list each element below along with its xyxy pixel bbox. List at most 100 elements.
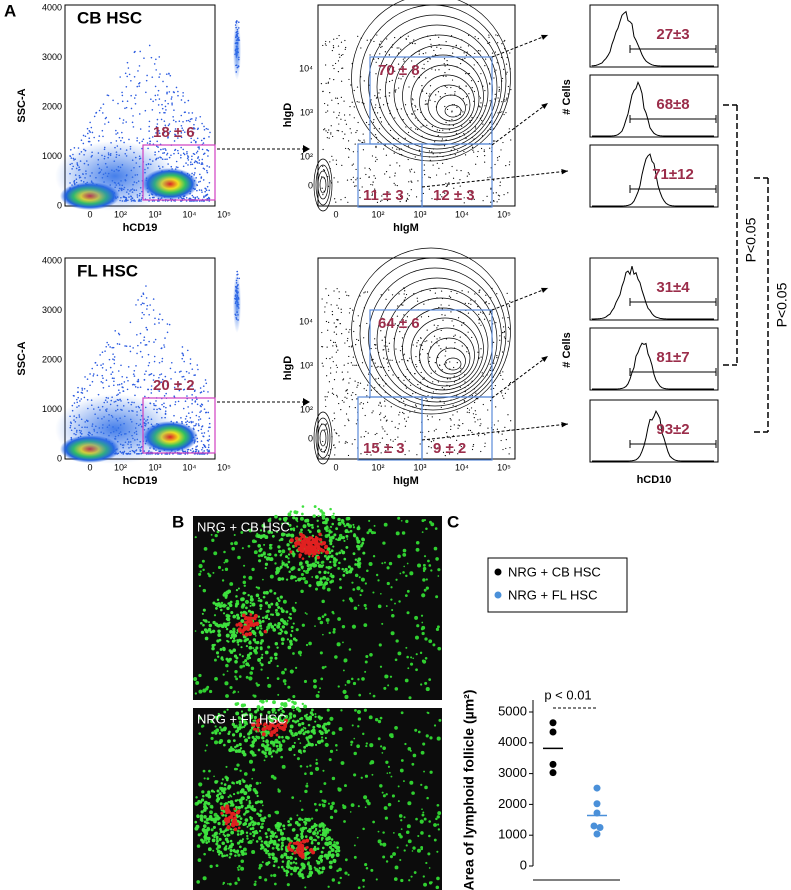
speck	[362, 551, 366, 555]
speck	[249, 601, 252, 605]
event-dot	[200, 163, 203, 165]
event-dot	[421, 67, 423, 69]
speck	[364, 582, 368, 585]
event-dot	[373, 58, 375, 60]
event-dot	[403, 412, 405, 415]
event-dot	[465, 54, 468, 56]
event-dot	[422, 53, 424, 55]
speck	[299, 800, 302, 802]
event-dot	[186, 155, 189, 157]
speck	[392, 832, 395, 834]
event-dot	[459, 386, 461, 388]
event-dot	[353, 320, 355, 322]
event-dot	[325, 44, 327, 46]
event-dot	[144, 344, 147, 346]
event-dot	[175, 160, 178, 163]
speck	[228, 882, 232, 886]
event-dot	[376, 112, 379, 114]
speck	[237, 587, 240, 590]
event-dot	[384, 51, 386, 53]
event-dot	[449, 378, 451, 380]
event-dot	[481, 372, 483, 374]
x-tick-label: 10²	[371, 462, 384, 472]
event-dot	[487, 427, 489, 429]
event-dot	[410, 180, 412, 182]
speck	[274, 656, 278, 660]
speck	[335, 552, 339, 556]
speck	[322, 633, 324, 636]
event-dot	[198, 424, 200, 427]
event-dot	[405, 293, 408, 296]
event-dot	[142, 138, 145, 141]
speck	[247, 544, 251, 548]
event-dot	[165, 392, 167, 395]
speck	[308, 530, 312, 534]
p-value: P<0.05	[743, 217, 759, 262]
event-dot	[412, 344, 414, 346]
speck	[319, 687, 321, 690]
event-dot	[326, 375, 328, 377]
event-dot	[174, 401, 177, 403]
speck	[386, 772, 389, 774]
speck	[238, 653, 242, 656]
event-dot	[398, 423, 400, 425]
event-dot	[468, 302, 470, 305]
event-dot	[322, 194, 324, 196]
speck	[388, 561, 393, 566]
event-dot	[381, 45, 383, 48]
event-dot	[507, 93, 509, 95]
event-dot	[193, 153, 196, 156]
speck	[316, 555, 321, 560]
event-dot	[385, 171, 388, 173]
event-dot	[450, 311, 452, 313]
event-dot	[190, 141, 193, 144]
event-dot	[177, 94, 179, 97]
event-dot	[394, 184, 396, 186]
event-dot	[148, 130, 150, 132]
speck	[232, 648, 237, 653]
event-dot	[167, 124, 170, 127]
event-dot	[349, 114, 351, 116]
event-dot	[502, 448, 504, 451]
speck	[247, 529, 249, 531]
event-dot	[198, 415, 200, 418]
speck	[245, 662, 250, 667]
speck	[256, 641, 259, 645]
speck	[232, 614, 237, 619]
speck	[238, 675, 242, 678]
speck	[337, 537, 342, 541]
speck	[217, 565, 222, 569]
event-dot	[137, 381, 139, 383]
event-dot	[180, 156, 182, 159]
speck	[242, 591, 246, 595]
event-dot	[488, 34, 490, 36]
histogram-frame	[589, 144, 719, 208]
event-dot	[203, 444, 206, 447]
event-dot	[498, 89, 501, 91]
speck	[397, 800, 400, 803]
speck	[260, 656, 264, 660]
event-dot	[503, 336, 506, 338]
event-dot	[427, 60, 429, 63]
speck	[229, 650, 234, 654]
event-dot	[381, 317, 383, 319]
event-dot	[401, 359, 403, 361]
event-dot	[384, 400, 386, 402]
speck	[340, 536, 344, 540]
event-dot	[404, 453, 406, 456]
event-dot	[124, 72, 127, 75]
event-dot	[403, 293, 405, 295]
event-dot	[345, 291, 347, 293]
event-dot	[404, 425, 407, 427]
event-dot	[454, 93, 456, 95]
histogram	[592, 153, 714, 207]
event-dot	[200, 189, 203, 191]
speck	[397, 554, 401, 559]
event-dot	[150, 98, 152, 101]
speck	[422, 566, 427, 571]
speck	[231, 635, 234, 638]
event-dot	[203, 390, 205, 393]
event-dot	[428, 176, 430, 178]
event-dot	[388, 369, 390, 372]
speck	[340, 549, 343, 552]
